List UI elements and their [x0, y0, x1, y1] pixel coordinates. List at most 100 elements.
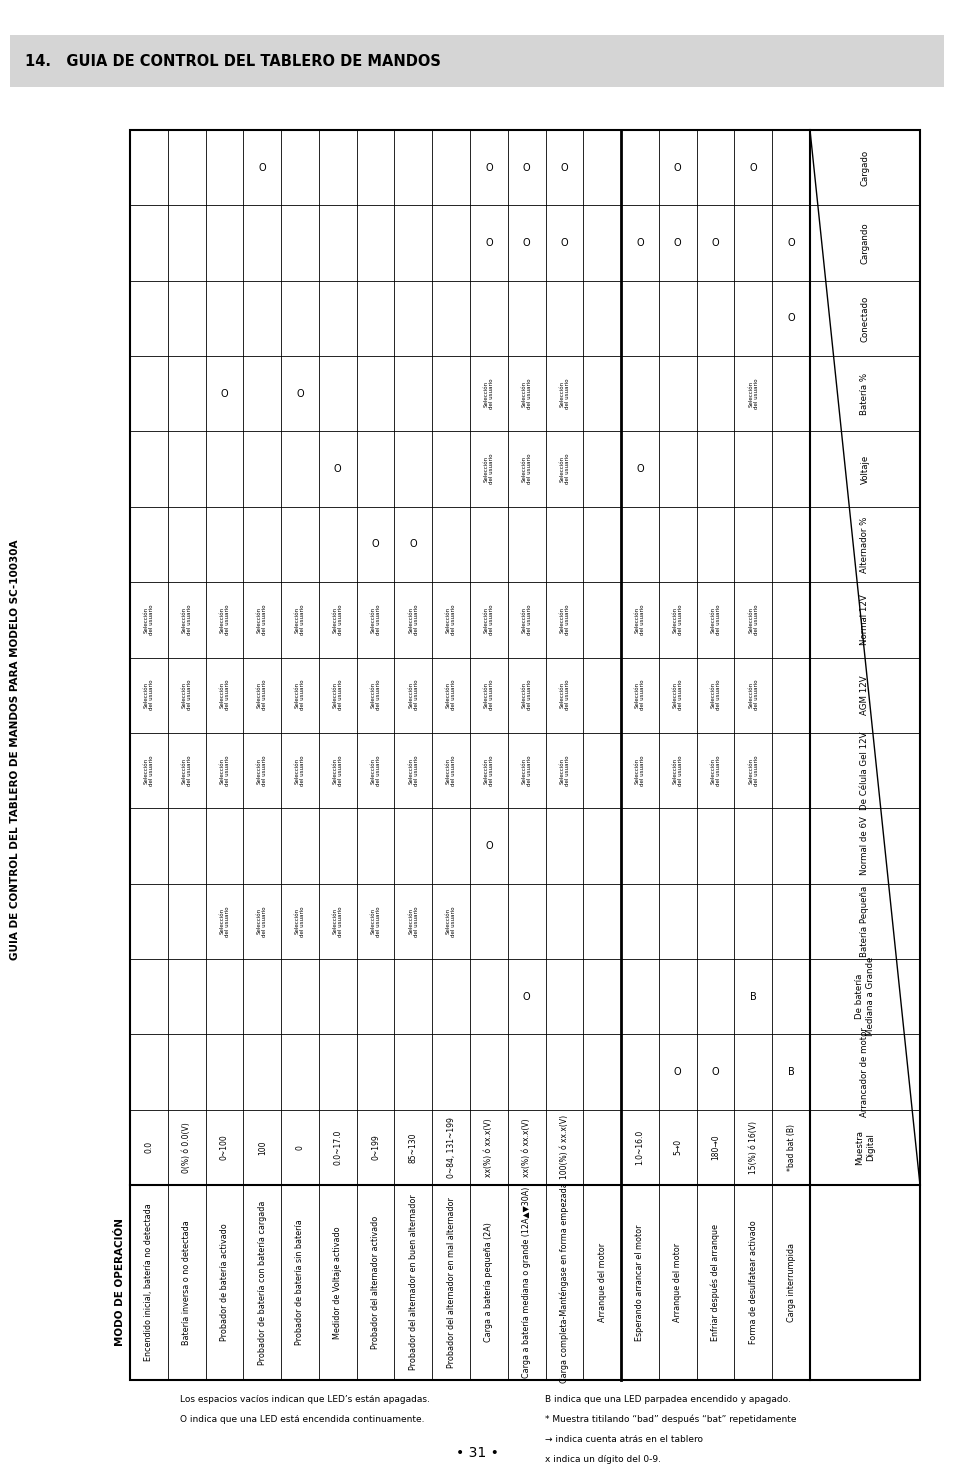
Text: Selección
del usuario: Selección del usuario: [710, 605, 720, 636]
Text: Selección
del usuario: Selección del usuario: [558, 680, 569, 711]
Text: Selección
del usuario: Selección del usuario: [408, 906, 418, 937]
Text: Muestra
Digital: Muestra Digital: [855, 1130, 874, 1165]
Text: Selección
del usuario: Selección del usuario: [672, 605, 682, 636]
Text: *bad bat (B): *bad bat (B): [786, 1124, 795, 1171]
Text: O: O: [409, 540, 416, 550]
Text: O: O: [673, 1066, 680, 1077]
Text: Forma de desulfatear activado: Forma de desulfatear activado: [748, 1221, 757, 1344]
Text: Arrancador de motor: Arrancador de motor: [860, 1027, 868, 1117]
Text: Selección
del usuario: Selección del usuario: [445, 605, 456, 636]
Text: 14.   GUIA DE CONTROL DEL TABLERO DE MANDOS: 14. GUIA DE CONTROL DEL TABLERO DE MANDO…: [25, 53, 440, 68]
Text: Cargando: Cargando: [860, 223, 868, 264]
Text: AGM 12V: AGM 12V: [860, 676, 868, 715]
Text: Probador del alternador activado: Probador del alternador activado: [371, 1215, 379, 1350]
Text: Selección
del usuario: Selección del usuario: [333, 906, 343, 937]
Text: 5→0: 5→0: [673, 1139, 681, 1155]
Text: Selección
del usuario: Selección del usuario: [333, 605, 343, 636]
Text: Selección
del usuario: Selección del usuario: [181, 755, 192, 786]
Text: xx(%) ó xx.x(V): xx(%) ó xx.x(V): [521, 1118, 531, 1177]
Text: Selección
del usuario: Selección del usuario: [634, 605, 644, 636]
Text: Probador de batería con batería cargada: Probador de batería con batería cargada: [257, 1201, 267, 1364]
Text: Selección
del usuario: Selección del usuario: [408, 755, 418, 786]
Text: Batería %: Batería %: [860, 373, 868, 414]
Text: Selección
del usuario: Selección del usuario: [370, 755, 380, 786]
Text: Selección
del usuario: Selección del usuario: [483, 680, 494, 711]
Text: Selección
del usuario: Selección del usuario: [445, 755, 456, 786]
Text: Selección
del usuario: Selección del usuario: [521, 379, 532, 409]
Text: Selección
del usuario: Selección del usuario: [483, 755, 494, 786]
Text: O: O: [673, 162, 680, 173]
Text: Selección
del usuario: Selección del usuario: [747, 755, 758, 786]
Text: • 31 •: • 31 •: [456, 1446, 497, 1460]
Text: Selección
del usuario: Selección del usuario: [370, 680, 380, 711]
Text: Normal de 6V: Normal de 6V: [860, 817, 868, 875]
Text: Voltaje: Voltaje: [860, 454, 868, 484]
Text: Selección
del usuario: Selección del usuario: [558, 379, 569, 409]
Text: Selección
del usuario: Selección del usuario: [294, 680, 305, 711]
Text: x indica un dígito del 0-9.: x indica un dígito del 0-9.: [544, 1454, 660, 1465]
Text: 15(%) ó 16(V): 15(%) ó 16(V): [748, 1121, 757, 1174]
Text: Selección
del usuario: Selección del usuario: [370, 906, 380, 937]
Text: 180→0: 180→0: [710, 1134, 720, 1161]
Text: Selección
del usuario: Selección del usuario: [408, 605, 418, 636]
Text: Selección
del usuario: Selección del usuario: [219, 605, 230, 636]
Text: Selección
del usuario: Selección del usuario: [521, 680, 532, 711]
Text: 0~199: 0~199: [371, 1134, 379, 1161]
Text: Selección
del usuario: Selección del usuario: [710, 680, 720, 711]
Text: Normal 12V: Normal 12V: [860, 594, 868, 645]
Text: Selección
del usuario: Selección del usuario: [256, 605, 267, 636]
Text: O: O: [560, 237, 568, 248]
Text: Selección
del usuario: Selección del usuario: [634, 755, 644, 786]
Text: Selección
del usuario: Selección del usuario: [294, 906, 305, 937]
Text: Selección
del usuario: Selección del usuario: [558, 605, 569, 636]
Bar: [10, 35, 943, 87]
Text: Selección
del usuario: Selección del usuario: [219, 755, 230, 786]
Text: Selección
del usuario: Selección del usuario: [256, 680, 267, 711]
Text: Selección
del usuario: Selección del usuario: [144, 755, 154, 786]
Text: Probador del alternador en mal alternador: Probador del alternador en mal alternado…: [446, 1198, 456, 1367]
Text: O: O: [295, 389, 303, 398]
Text: Carga a batería pequeña (2A): Carga a batería pequeña (2A): [484, 1223, 493, 1342]
Text: O: O: [673, 237, 680, 248]
Bar: [130, 130, 919, 1381]
Text: Selección
del usuario: Selección del usuario: [294, 755, 305, 786]
Text: * Muestra titilando “bad” después “bat” repetidamente: * Muestra titilando “bad” después “bat” …: [544, 1415, 796, 1425]
Text: Enfriar después del arranque: Enfriar después del arranque: [710, 1224, 720, 1341]
Text: O: O: [484, 237, 492, 248]
Text: GUIA DE CONTROL DEL TABLERO DE MANDOS PARA MODELO SC-10030A: GUIA DE CONTROL DEL TABLERO DE MANDOS PA…: [10, 540, 20, 960]
Text: Probador de batería activado: Probador de batería activado: [220, 1224, 229, 1341]
Text: 0.0~17.0: 0.0~17.0: [333, 1130, 342, 1165]
Text: 0~100: 0~100: [220, 1134, 229, 1161]
Text: Selección
del usuario: Selección del usuario: [256, 906, 267, 937]
Text: Carga a batería mediana o grande (12A▲▼30A): Carga a batería mediana o grande (12A▲▼3…: [521, 1187, 531, 1378]
Text: Selección
del usuario: Selección del usuario: [483, 379, 494, 409]
Text: Selección
del usuario: Selección del usuario: [408, 680, 418, 711]
Text: O: O: [786, 237, 794, 248]
Text: O: O: [258, 162, 266, 173]
Text: Selección
del usuario: Selección del usuario: [294, 605, 305, 636]
Text: Carga interrumpida: Carga interrumpida: [786, 1243, 795, 1322]
Text: Los espacios vacíos indican que LED’s están apagadas.: Los espacios vacíos indican que LED’s es…: [180, 1395, 430, 1404]
Text: Selección
del usuario: Selección del usuario: [333, 680, 343, 711]
Text: Arranque del motor: Arranque del motor: [673, 1243, 681, 1322]
Text: O: O: [522, 162, 530, 173]
Text: Selección
del usuario: Selección del usuario: [181, 605, 192, 636]
Text: Selección
del usuario: Selección del usuario: [558, 755, 569, 786]
Text: Selección
del usuario: Selección del usuario: [333, 755, 343, 786]
Text: Selección
del usuario: Selección del usuario: [521, 605, 532, 636]
Text: O: O: [636, 237, 643, 248]
Text: Conectado: Conectado: [860, 295, 868, 342]
Text: O: O: [372, 540, 379, 550]
Text: Selección
del usuario: Selección del usuario: [521, 454, 532, 484]
Text: O: O: [560, 162, 568, 173]
Text: O: O: [522, 991, 530, 1002]
Text: Selección
del usuario: Selección del usuario: [370, 605, 380, 636]
Text: Selección
del usuario: Selección del usuario: [672, 680, 682, 711]
Text: Batería inversa o no detectada: Batería inversa o no detectada: [182, 1220, 191, 1345]
Text: O: O: [484, 841, 492, 851]
Text: 100: 100: [257, 1140, 267, 1155]
Text: Selección
del usuario: Selección del usuario: [219, 906, 230, 937]
Text: O: O: [484, 162, 492, 173]
Text: Probador del alternador en buen alternador: Probador del alternador en buen alternad…: [409, 1195, 417, 1370]
Text: Selección
del usuario: Selección del usuario: [747, 680, 758, 711]
